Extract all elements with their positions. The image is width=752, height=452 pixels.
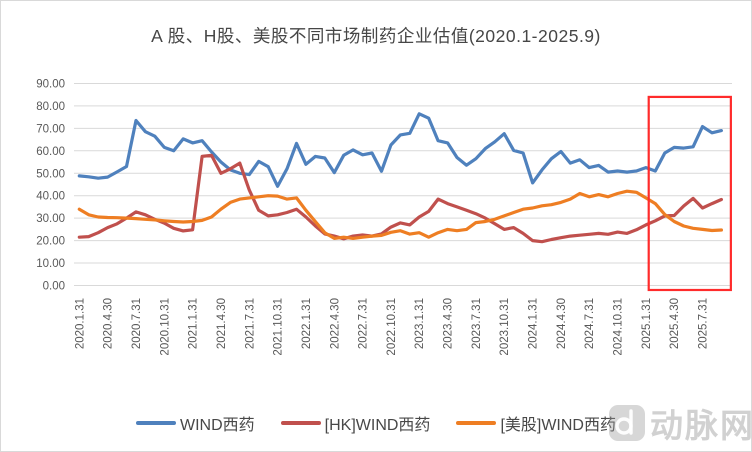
x-tick-label: 2022.7.31	[358, 298, 370, 349]
highlight-box-group	[647, 95, 732, 292]
y-tick-label: 40.00	[36, 191, 65, 203]
y-tick-label: 60.00	[36, 146, 65, 158]
x-tick-label: 2022.4.30	[329, 298, 341, 349]
series-line-0	[77, 112, 724, 188]
x-tick-label: 2023.4.30	[443, 298, 455, 349]
legend-item-0: WIND西药	[135, 411, 255, 435]
chart-svg: 0.00 10.00 20.00 30.00 40.00 50.00 60.00 70.00 8…	[36, 78, 732, 356]
x-tick-label: 2020.7.31	[131, 298, 143, 349]
x-tick-label: 2024.1.31	[528, 298, 540, 349]
y-tick-label: 30.00	[36, 213, 65, 225]
legend-label-2: [美股]WIND西药	[500, 417, 616, 434]
y-tick-label: 70.00	[36, 123, 65, 135]
series-lines	[77, 112, 724, 244]
series-line-2	[77, 189, 724, 240]
y-tick-label: 50.00	[36, 168, 65, 180]
legend-label-1: [HK]WIND西药	[324, 417, 431, 434]
x-tick-label: 2021.7.31	[244, 298, 256, 349]
x-tick-label: 2023.1.31	[414, 298, 426, 349]
series-line-1	[77, 153, 724, 244]
gridlines	[74, 82, 732, 286]
legend-swatch-2	[456, 421, 497, 425]
x-tick-label: 2025.1.31	[641, 298, 653, 349]
x-tick-label: 2023.10.31	[499, 298, 511, 356]
y-tick-label: 10.00	[36, 258, 65, 270]
chart-title: A 股、H股、美股不同市场制药企业估值(2020.1-2025.9)	[151, 26, 601, 46]
y-axis-labels: 0.00 10.00 20.00 30.00 40.00 50.00 60.00 70.00 8…	[36, 78, 65, 292]
x-tick-label: 2022.1.31	[301, 298, 313, 349]
y-tick-label: 0.00	[43, 281, 65, 293]
x-tick-label: 2023.7.31	[471, 298, 483, 349]
x-tick-label: 2024.10.31	[613, 298, 625, 356]
x-tick-label: 2025.7.31	[698, 298, 710, 349]
legend-item-2: [美股]WIND西药	[456, 411, 616, 435]
x-tick-label: 2024.7.31	[584, 298, 596, 349]
highlight-box	[647, 95, 732, 292]
x-tick-label: 2021.4.30	[216, 298, 228, 349]
x-tick-label: 2022.10.31	[386, 298, 398, 356]
x-tick-label: 2020.10.31	[159, 298, 171, 356]
y-tick-label: 80.00	[36, 101, 65, 113]
y-tick-label: 90.00	[36, 78, 65, 90]
legend-swatch-1	[280, 421, 321, 425]
legend-label-0: WIND西药	[179, 417, 255, 434]
x-axis-labels: 2020.1.31 2020.4.30 2020.7.31 2020.10.31 202…	[74, 298, 709, 356]
x-tick-label: 2020.4.30	[103, 298, 115, 349]
chart-legend: WIND西药 [HK]WIND西药 [美股]WIND西药	[1, 406, 751, 440]
x-tick-label: 2021.1.31	[188, 298, 200, 349]
x-tick-label: 2020.1.31	[74, 298, 86, 349]
x-tick-label: 2021.10.31	[273, 298, 285, 356]
legend-item-1: [HK]WIND西药	[280, 411, 431, 435]
legend-swatch-0	[135, 421, 176, 425]
y-tick-label: 20.00	[36, 236, 65, 248]
x-tick-label: 2025.4.30	[669, 298, 681, 349]
x-tick-label: 2024.4.30	[556, 298, 568, 349]
